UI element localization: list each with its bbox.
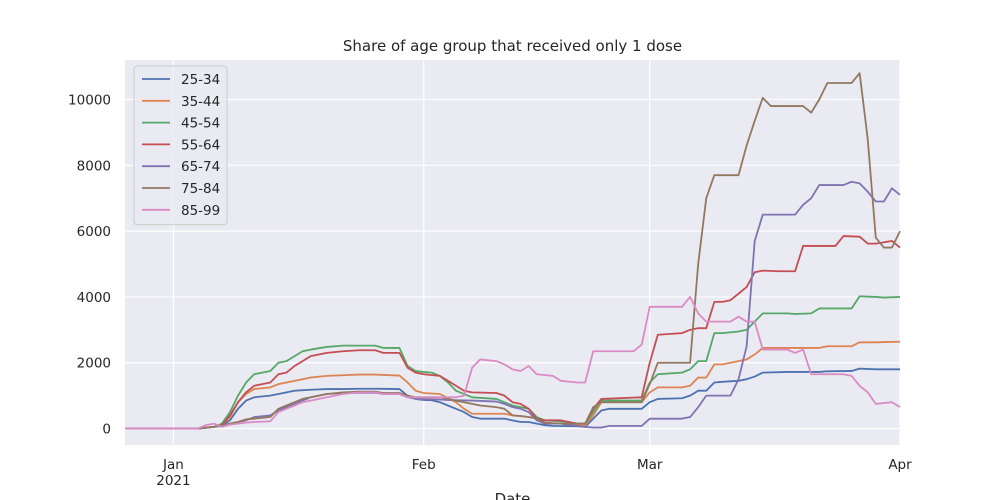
grid-lines [125,60,901,445]
legend-label: 35-44 [181,94,220,110]
x-tick-sublabel: 2021 [156,473,190,489]
y-tick-label: 0 [102,422,111,438]
series-line-55-64 [125,235,901,430]
y-tick-label: 4000 [77,290,111,306]
x-tick-label: Jan [162,457,184,473]
series-lines [125,72,901,430]
legend-label: 25-34 [181,72,220,88]
x-tick-label: Mar [637,457,663,473]
legend-label: 85-99 [181,203,220,219]
x-tick-label: Feb [412,457,436,473]
legend-label: 75-84 [181,181,220,197]
legend-label: 45-54 [181,116,220,132]
chart-title: Share of age group that received only 1 … [343,37,682,55]
legend: 25-34 35-44 45-54 55-64 65-74 75-84 85-99 [133,65,228,226]
legend-label: 65-74 [181,159,220,175]
x-tick-label: Apr [888,457,912,473]
legend-label: 55-64 [181,137,220,153]
y-tick-label: 10000 [68,92,111,108]
series-line-75-84 [125,72,901,430]
y-tick-label: 6000 [77,224,111,240]
y-tick-label: 2000 [77,356,111,372]
y-tick-label: 8000 [77,158,111,174]
y-tick-labels: 0 2000 4000 6000 8000 10000 [68,92,111,437]
plot-area [125,60,900,445]
x-axis-label: Date [495,490,531,500]
series-line-85-99 [125,296,901,430]
legend-box [133,65,228,226]
